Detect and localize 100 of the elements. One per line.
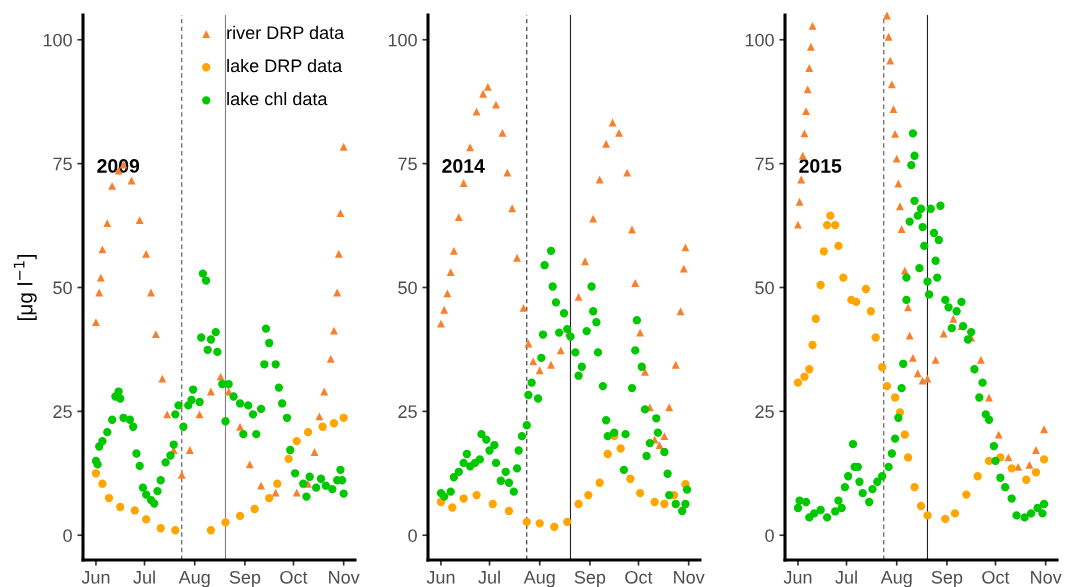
point xyxy=(798,151,807,160)
point xyxy=(524,339,533,348)
point xyxy=(141,515,151,524)
legend-label: lake chl data xyxy=(227,92,328,106)
point xyxy=(574,292,583,301)
point xyxy=(1025,460,1034,469)
point xyxy=(793,378,803,387)
point xyxy=(631,279,640,287)
point xyxy=(284,454,293,464)
point xyxy=(292,436,301,446)
point xyxy=(794,220,802,229)
point xyxy=(923,374,932,383)
x-tick-label: Oct xyxy=(625,570,653,584)
point xyxy=(472,107,481,116)
point xyxy=(547,360,555,369)
point xyxy=(897,225,906,233)
point xyxy=(602,139,611,148)
point xyxy=(535,519,544,528)
x-tick-label: Sep xyxy=(931,570,963,587)
point xyxy=(96,273,105,282)
point xyxy=(641,367,649,376)
y-tick-label: 100 xyxy=(745,33,774,47)
point xyxy=(623,168,632,177)
point xyxy=(250,504,259,514)
point xyxy=(330,326,338,335)
point xyxy=(679,264,688,273)
x-tick-label: Oct xyxy=(982,570,1010,584)
y-tick-label: 25 xyxy=(398,405,417,419)
point xyxy=(806,42,815,51)
point xyxy=(797,175,806,184)
point xyxy=(492,100,500,109)
point xyxy=(563,517,572,527)
x-tick-label: Aug xyxy=(880,571,912,587)
point xyxy=(908,353,917,362)
point xyxy=(976,355,985,364)
point xyxy=(339,413,348,422)
point xyxy=(271,488,280,497)
point xyxy=(503,168,512,177)
annotation: 2015 xyxy=(799,159,842,173)
point xyxy=(195,410,204,419)
point xyxy=(454,213,463,222)
point xyxy=(822,220,832,230)
y-tick-label: 75 xyxy=(53,157,72,171)
point xyxy=(1031,468,1041,477)
point xyxy=(802,107,810,116)
y-tick-label: 100 xyxy=(43,33,72,47)
point xyxy=(336,209,345,218)
point xyxy=(440,305,449,314)
y-tick-label: 25 xyxy=(53,405,72,419)
point xyxy=(479,89,487,98)
point xyxy=(158,374,167,383)
point xyxy=(589,214,598,223)
point xyxy=(950,509,960,518)
point xyxy=(116,502,125,512)
point xyxy=(483,82,492,91)
y-tick-label: 100 xyxy=(388,33,417,47)
point xyxy=(221,518,230,527)
point xyxy=(877,363,887,372)
point xyxy=(1014,462,1023,471)
point xyxy=(443,289,452,298)
annotation: 2014 xyxy=(442,159,485,173)
point xyxy=(177,470,186,479)
point xyxy=(127,176,136,185)
point xyxy=(808,340,817,350)
x-tick-label: Aug xyxy=(523,571,555,587)
point xyxy=(887,80,896,89)
point xyxy=(913,369,922,378)
point xyxy=(816,280,825,290)
point xyxy=(513,253,521,262)
point xyxy=(326,354,335,363)
x-tick-label: Jul xyxy=(835,570,857,584)
x-tick-label: Jun xyxy=(783,571,812,584)
point xyxy=(163,410,172,419)
y-tick-label: 75 xyxy=(398,157,417,171)
point xyxy=(448,503,457,512)
legend-label: lake DRP data xyxy=(227,58,343,73)
point xyxy=(550,522,559,531)
point xyxy=(574,499,583,509)
point xyxy=(800,372,809,381)
point xyxy=(245,460,254,469)
point xyxy=(808,21,817,30)
point xyxy=(581,257,589,266)
point xyxy=(488,499,497,509)
point xyxy=(811,314,820,323)
y-tick-label: 50 xyxy=(53,281,72,295)
point xyxy=(292,488,301,497)
point xyxy=(805,64,814,72)
point xyxy=(185,446,194,454)
point xyxy=(171,526,180,535)
point xyxy=(318,422,327,431)
point xyxy=(206,387,215,396)
point xyxy=(508,204,517,213)
point xyxy=(826,211,835,220)
point xyxy=(831,220,840,230)
y-tick-label: 50 xyxy=(755,281,774,295)
point xyxy=(892,154,901,163)
y-tick-label: 25 xyxy=(755,405,774,419)
point xyxy=(900,430,909,439)
point xyxy=(446,268,455,277)
point xyxy=(1004,453,1013,462)
